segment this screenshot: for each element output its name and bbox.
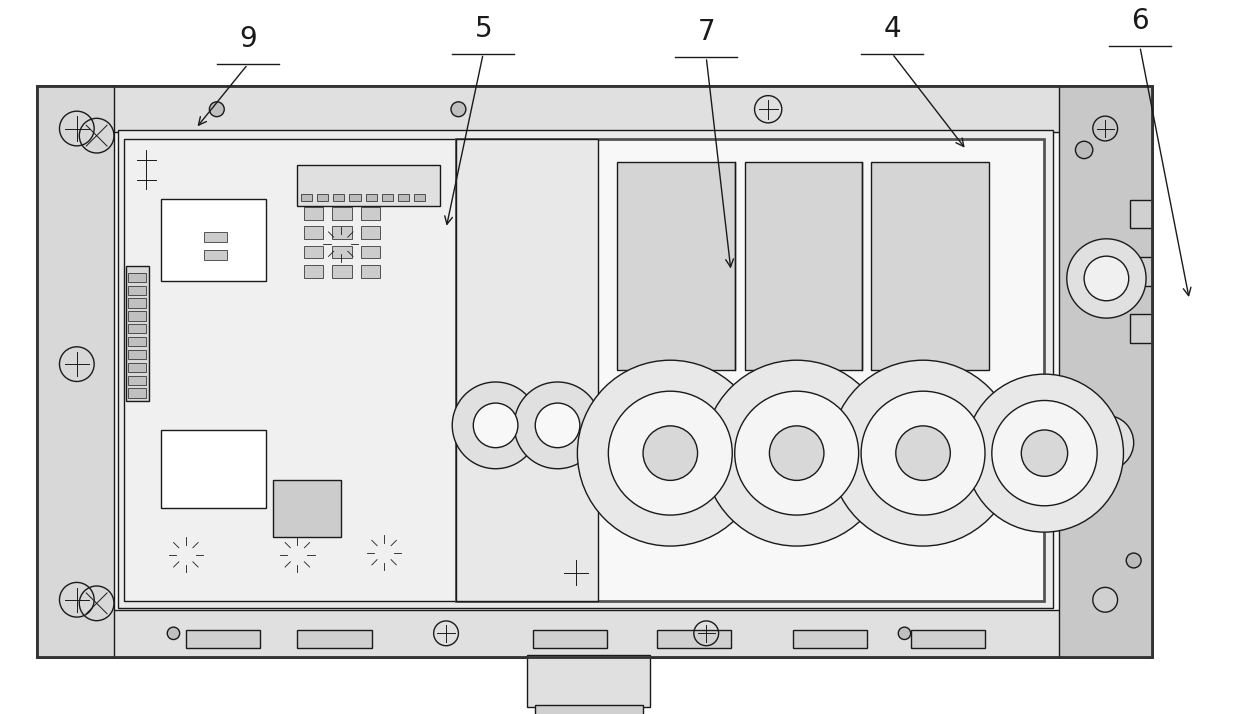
Ellipse shape [452, 382, 539, 468]
Bar [37, 86, 1152, 657]
Bar [456, 139, 1044, 601]
Bar [382, 194, 393, 201]
Text: 4: 4 [883, 14, 901, 43]
Ellipse shape [535, 403, 580, 448]
Bar [128, 363, 146, 372]
Bar [161, 430, 266, 508]
Bar [37, 86, 1152, 132]
Bar [361, 246, 380, 258]
Bar [128, 286, 146, 295]
Bar [317, 194, 328, 201]
Bar [297, 630, 372, 648]
Bar [128, 350, 146, 359]
Bar [617, 161, 735, 370]
Bar [1130, 314, 1152, 343]
Bar [1130, 200, 1152, 228]
Bar [871, 161, 989, 370]
Ellipse shape [1075, 141, 1093, 159]
Ellipse shape [735, 391, 859, 515]
Bar [304, 265, 323, 278]
Bar [657, 630, 731, 648]
Ellipse shape [830, 360, 1016, 546]
Bar [128, 388, 146, 398]
Ellipse shape [167, 627, 180, 640]
Bar [128, 311, 146, 321]
Bar [332, 226, 352, 239]
Bar [301, 194, 312, 201]
Text: 6: 6 [1131, 7, 1149, 36]
Ellipse shape [1021, 430, 1068, 476]
Bar [128, 273, 146, 282]
Bar [37, 86, 1152, 657]
Bar [349, 194, 361, 201]
Ellipse shape [577, 360, 763, 546]
Bar [332, 265, 352, 278]
Bar [332, 207, 352, 220]
Bar [118, 130, 1053, 608]
Bar [304, 207, 323, 220]
Text: 9: 9 [239, 25, 256, 54]
Bar [793, 630, 867, 648]
Bar [161, 199, 266, 281]
Ellipse shape [223, 571, 248, 595]
Ellipse shape [898, 627, 911, 640]
Bar [535, 705, 643, 714]
Bar [366, 194, 377, 201]
Ellipse shape [991, 401, 1097, 506]
Bar [304, 226, 323, 239]
Bar [456, 139, 598, 601]
Bar [128, 376, 146, 385]
Ellipse shape [1126, 553, 1141, 568]
Ellipse shape [965, 374, 1124, 532]
Bar [1059, 86, 1152, 657]
Bar [37, 86, 114, 657]
Bar [204, 232, 227, 242]
Bar [186, 630, 260, 648]
Ellipse shape [769, 426, 824, 481]
Ellipse shape [643, 426, 698, 481]
Ellipse shape [209, 102, 224, 116]
Bar [37, 610, 1152, 657]
Bar [332, 246, 352, 258]
Ellipse shape [1067, 238, 1146, 318]
Bar [128, 337, 146, 346]
Text: 5: 5 [475, 14, 492, 43]
Ellipse shape [704, 360, 890, 546]
Bar [304, 246, 323, 258]
Bar [398, 194, 409, 201]
Bar [204, 250, 227, 260]
Bar [126, 266, 149, 401]
Bar [128, 324, 146, 333]
Bar [527, 655, 650, 707]
Ellipse shape [896, 426, 950, 481]
Bar [333, 194, 344, 201]
Ellipse shape [1092, 428, 1121, 458]
Bar [361, 265, 380, 278]
Bar [745, 161, 862, 370]
Text: 7: 7 [698, 18, 715, 46]
Bar [273, 480, 341, 537]
Ellipse shape [608, 391, 732, 515]
Bar [1130, 257, 1152, 286]
Ellipse shape [1084, 256, 1129, 301]
Ellipse shape [473, 403, 518, 448]
Bar [124, 139, 456, 601]
Ellipse shape [1093, 588, 1118, 612]
Ellipse shape [451, 102, 466, 116]
Bar [361, 226, 380, 239]
Bar [911, 630, 985, 648]
Ellipse shape [861, 391, 985, 515]
Bar [361, 207, 380, 220]
Bar [533, 630, 607, 648]
Bar [414, 194, 425, 201]
Ellipse shape [1079, 416, 1134, 470]
Ellipse shape [514, 382, 601, 468]
Bar [297, 165, 440, 206]
Bar [128, 298, 146, 308]
